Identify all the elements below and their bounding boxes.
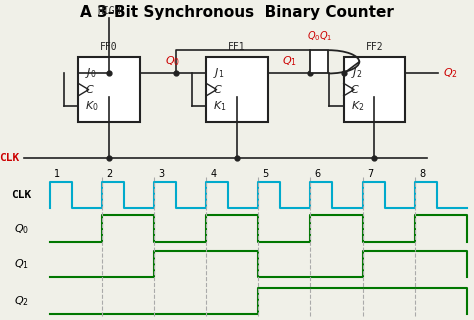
Text: $Q_1$: $Q_1$ bbox=[14, 257, 29, 271]
Text: $Q_0$: $Q_0$ bbox=[14, 222, 29, 236]
Text: $J_2$: $J_2$ bbox=[351, 67, 362, 80]
Text: $Q_2$: $Q_2$ bbox=[443, 67, 458, 80]
Text: C: C bbox=[213, 84, 221, 95]
Text: $K_2$: $K_2$ bbox=[351, 99, 364, 113]
Text: FF2: FF2 bbox=[365, 42, 383, 52]
Text: $J_0$: $J_0$ bbox=[85, 67, 97, 80]
Text: 5: 5 bbox=[263, 169, 269, 180]
Text: FF1: FF1 bbox=[228, 42, 246, 52]
Bar bbox=[344, 57, 405, 122]
Text: $K_1$: $K_1$ bbox=[213, 99, 227, 113]
Bar bbox=[206, 57, 268, 122]
Text: 4: 4 bbox=[210, 169, 217, 180]
Text: $Q_2$: $Q_2$ bbox=[14, 294, 29, 308]
Text: CLK: CLK bbox=[11, 190, 31, 200]
Text: A 3-Bit Synchronous  Binary Counter: A 3-Bit Synchronous Binary Counter bbox=[80, 5, 394, 20]
Text: 6: 6 bbox=[315, 169, 321, 180]
Text: C: C bbox=[85, 84, 93, 95]
Text: FF0: FF0 bbox=[100, 42, 118, 52]
Text: 2: 2 bbox=[106, 169, 112, 180]
Bar bbox=[78, 57, 140, 122]
Text: C: C bbox=[351, 84, 358, 95]
Text: $J_1$: $J_1$ bbox=[213, 67, 225, 80]
Text: $Q_0Q_1$: $Q_0Q_1$ bbox=[307, 29, 332, 43]
Text: $K_0$: $K_0$ bbox=[85, 99, 99, 113]
Text: 7: 7 bbox=[367, 169, 373, 180]
Text: $Q_0$: $Q_0$ bbox=[165, 54, 181, 68]
Text: 3: 3 bbox=[158, 169, 164, 180]
Text: $Q_1$: $Q_1$ bbox=[282, 54, 297, 68]
Text: 1: 1 bbox=[54, 169, 60, 180]
Text: HIGH: HIGH bbox=[97, 6, 121, 16]
Text: CLK: CLK bbox=[0, 153, 19, 163]
Bar bbox=[310, 50, 328, 74]
Text: 8: 8 bbox=[419, 169, 425, 180]
